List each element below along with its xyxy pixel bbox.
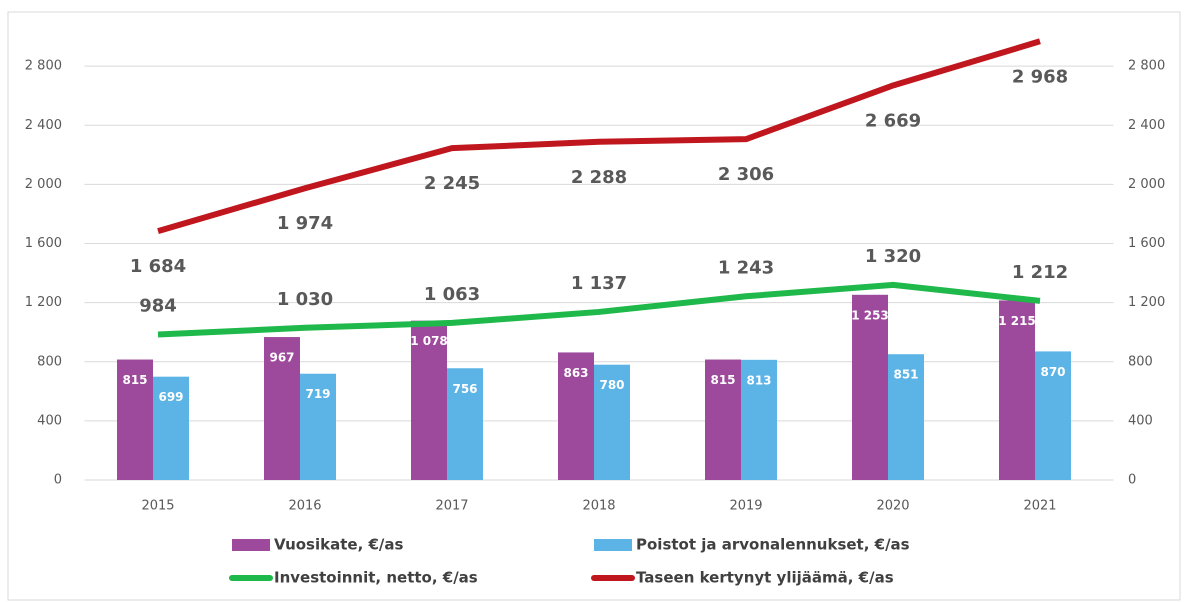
line-value-label: 1 974 [277, 213, 333, 234]
line-value-label: 1 063 [424, 284, 480, 305]
line-value-label: 2 669 [865, 110, 921, 131]
bar-value-label: 813 [746, 373, 771, 387]
line-value-label: 1 030 [277, 289, 333, 310]
bar-value-label: 1 215 [998, 314, 1036, 328]
y-tick-label: 2 400 [25, 118, 62, 133]
bar-value-label: 780 [599, 378, 624, 392]
x-tick-label: 2019 [729, 499, 762, 514]
y-tick-label: 400 [37, 413, 62, 428]
legend-label: Investoinnit, netto, €/as [274, 569, 478, 587]
bar [117, 359, 153, 480]
bar [1035, 351, 1071, 480]
y-tick-label: 2 000 [25, 177, 62, 192]
line-value-label: 2 245 [424, 173, 480, 194]
bar [558, 352, 594, 480]
line-value-label: 1 684 [130, 256, 186, 277]
line-value-label: 2 288 [571, 167, 627, 188]
legend-label: Poistot ja arvonalennukset, €/as [636, 536, 910, 554]
x-tick-label: 2020 [876, 499, 909, 514]
bar [300, 373, 336, 480]
legend-label: Taseen kertynyt ylijäämä, €/as [636, 569, 894, 587]
bar-value-label: 863 [563, 366, 588, 380]
y-tick-label: 2 800 [25, 59, 62, 74]
x-tick-label: 2021 [1023, 499, 1056, 514]
bar-value-label: 870 [1040, 365, 1065, 379]
x-tick-label: 2017 [435, 499, 468, 514]
legend-swatch [594, 539, 632, 551]
line [157, 38, 1041, 234]
chart-border [7, 11, 1181, 601]
y2-tick-label: 2 000 [1128, 177, 1165, 192]
line-value-label: 1 243 [718, 257, 774, 278]
x-tick-label: 2015 [141, 499, 174, 514]
bar [447, 368, 483, 480]
bar [852, 294, 888, 480]
bar-value-label: 719 [305, 387, 330, 401]
y-tick-label: 1 200 [25, 295, 62, 310]
bar [888, 354, 924, 480]
y2-tick-label: 1 200 [1128, 295, 1165, 310]
y2-tick-label: 0 [1128, 473, 1136, 488]
bar [594, 364, 630, 480]
bar [999, 300, 1035, 480]
bar-value-label: 756 [452, 382, 477, 396]
line-value-label: 2 306 [718, 164, 774, 185]
line-value-label: 1 212 [1012, 262, 1068, 283]
y-tick-label: 1 600 [25, 236, 62, 251]
y-tick-label: 0 [54, 473, 62, 488]
bar-value-label: 815 [710, 373, 735, 387]
line-value-label: 2 968 [1012, 66, 1068, 87]
line-value-label: 984 [139, 296, 177, 317]
legend-label: Vuosikate, €/as [274, 536, 404, 554]
line-value-label: 1 320 [865, 246, 921, 267]
y2-tick-label: 2 800 [1128, 59, 1165, 74]
legend-swatch [232, 539, 270, 551]
y2-tick-label: 2 400 [1128, 118, 1165, 133]
bar [264, 337, 300, 480]
bar-value-label: 1 253 [851, 308, 889, 322]
x-tick-label: 2018 [582, 499, 615, 514]
bar-value-label: 815 [122, 373, 147, 387]
bar-value-label: 1 078 [410, 334, 448, 348]
line-value-label: 1 137 [571, 273, 627, 294]
y2-tick-label: 400 [1128, 413, 1153, 428]
bar [411, 320, 447, 480]
y2-tick-label: 800 [1128, 354, 1153, 369]
bar-value-label: 699 [158, 390, 183, 404]
bar-value-label: 967 [269, 351, 294, 365]
bar-value-label: 851 [893, 368, 918, 382]
bar [741, 359, 777, 480]
y2-tick-label: 1 600 [1128, 236, 1165, 251]
bar [705, 359, 741, 480]
line [157, 281, 1041, 338]
y-tick-label: 800 [37, 354, 62, 369]
bar [153, 376, 189, 480]
x-tick-label: 2016 [288, 499, 321, 514]
